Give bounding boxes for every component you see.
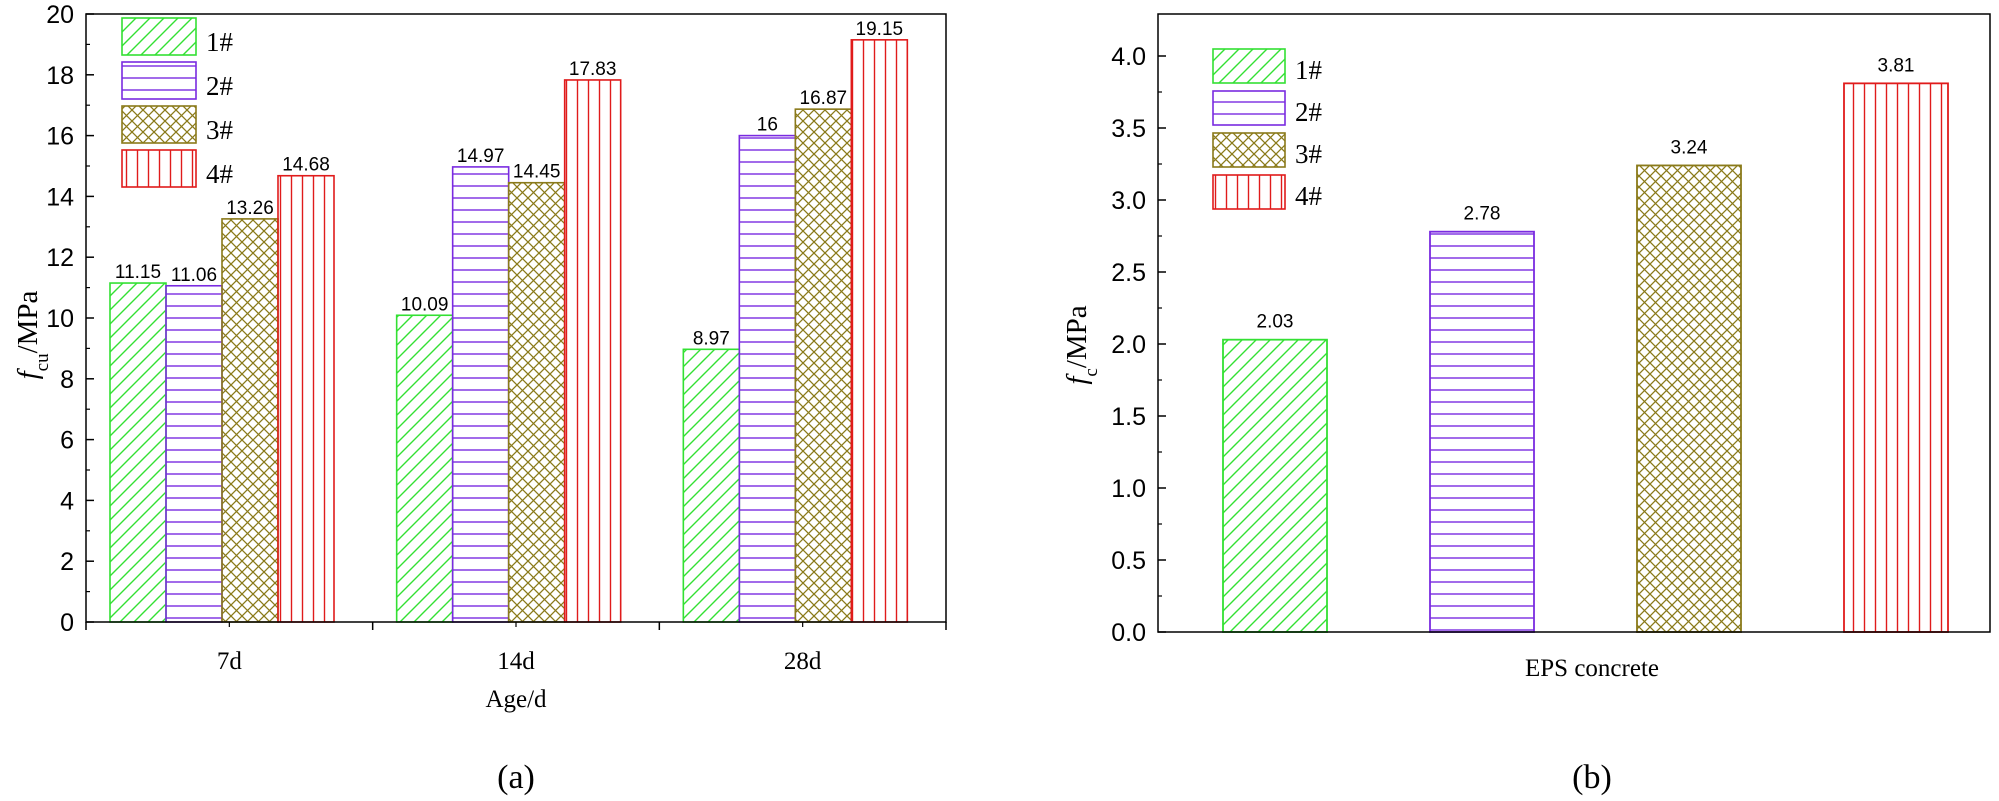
chart-b-y-tick-label: 2.5 xyxy=(1111,259,1146,287)
chart-a-plot-frame xyxy=(85,13,947,623)
chart-b-bar-2 xyxy=(1429,230,1535,633)
chart-a-data-label-7d-2: 11.06 xyxy=(171,265,217,286)
chart-b-legend-label-2: 2# xyxy=(1295,97,1323,127)
chart-b-legend-label-1: 1# xyxy=(1295,55,1323,85)
chart-a-x-tick-label-7d: 7d xyxy=(217,648,243,675)
chart-a-y-tick-label: 4 xyxy=(60,487,74,515)
chart-a-data-label-28d-2: 16 xyxy=(757,115,778,136)
chart-b-legend-label-3: 3# xyxy=(1295,139,1323,169)
chart-a-ylabel-sub: cu xyxy=(32,353,53,371)
chart-a-data-labels: 11.15 11.06 13.26 14.68 10.09 14.97 14.45 17.83… xyxy=(115,19,903,349)
chart-a-y-ticks: 0 2 4 6 8 10 12 14 16 18 20 xyxy=(46,1,94,637)
chart-a-x-ticks: 7d 14d 28d xyxy=(85,622,947,675)
chart-b-y-tick-label: 1.0 xyxy=(1111,475,1146,503)
chart-a-y-tick-label: 16 xyxy=(46,123,74,151)
chart-b-bar-3 xyxy=(1636,164,1742,633)
chart-b-y-tick-label: 2.0 xyxy=(1111,331,1146,359)
chart-a-bar-7d-1 xyxy=(109,282,167,623)
chart-a-x-tick-label-28d: 28d xyxy=(784,648,822,675)
chart-b-bar-4 xyxy=(1843,82,1949,633)
chart-a-legend-label-4: 4# xyxy=(206,159,234,189)
chart-b-legend: 1# 2# 3# 4# xyxy=(1212,48,1323,211)
chart-b-y-tick-label: 1.5 xyxy=(1111,403,1146,431)
chart-a-bar-7d-3 xyxy=(221,218,279,623)
chart-a-legend-label-3: 3# xyxy=(206,115,234,145)
chart-a-y-tick-label: 18 xyxy=(46,62,74,90)
chart-b-plot-frame xyxy=(1157,13,1991,633)
chart-a-data-label-14d-3: 14.45 xyxy=(513,162,561,183)
chart-a-legend-swatch-2 xyxy=(121,61,197,100)
chart-b-bars xyxy=(1222,82,1949,633)
chart-a-bar-14d-4 xyxy=(563,79,622,623)
panel-label-a: (a) xyxy=(497,759,535,796)
chart-a-data-label-28d-3: 16.87 xyxy=(800,88,848,109)
chart-a-bar-28d-1 xyxy=(682,348,741,623)
chart-a-data-label-28d-1: 8.97 xyxy=(693,328,730,349)
chart-a-y-tick-label: 2 xyxy=(60,548,74,576)
chart-b-legend-swatch-4 xyxy=(1212,174,1286,210)
chart-b-legend-swatch-3 xyxy=(1212,132,1286,168)
chart-b-data-labels: 2.03 2.78 3.24 3.81 xyxy=(1257,55,1915,332)
chart-a-bar-7d-4 xyxy=(277,174,335,623)
chart-a-bar-28d-2 xyxy=(738,134,797,623)
chart-a-legend: 1# 2# 3# 4# xyxy=(121,17,234,189)
chart-b-y-tick-label: 3.0 xyxy=(1111,187,1146,215)
chart-a-legend-label-2: 2# xyxy=(206,71,234,101)
panel-label-b: (b) xyxy=(1572,759,1612,796)
chart-b-legend-swatch-2 xyxy=(1212,90,1286,126)
chart-a-y-tick-label: 14 xyxy=(46,183,74,211)
chart-a-bar-28d-3 xyxy=(794,108,853,623)
chart-a-x-tick-label-14d: 14d xyxy=(497,648,535,675)
chart-a-y-tick-label: 20 xyxy=(46,1,74,29)
chart-a-data-label-28d-4: 19.15 xyxy=(856,19,904,40)
chart-a-y-axis-title: fcu/MPa xyxy=(12,290,53,379)
chart-b-legend-swatch-1 xyxy=(1212,48,1286,84)
chart-b: 2.03 2.78 3.24 3.81 0.0 0.5 1.0 1.5 2.0 2.5 3.0 3.… xyxy=(1061,13,1991,796)
chart-b-y-tick-label: 4.0 xyxy=(1111,43,1146,71)
chart-a-bar-28d-4 xyxy=(850,39,909,623)
chart-b-data-label-2: 2.78 xyxy=(1464,204,1501,225)
chart-b-data-label-4: 3.81 xyxy=(1878,55,1915,76)
chart-a-ylabel-unit: /MPa xyxy=(12,290,44,353)
chart-b-ylabel-sub: c xyxy=(1081,368,1102,376)
chart-b-legend-label-4: 4# xyxy=(1295,181,1323,211)
chart-a-legend-swatch-1 xyxy=(121,17,197,56)
chart-a-y-tick-label: 0 xyxy=(60,609,74,637)
chart-b-category-label: EPS concrete xyxy=(1525,655,1659,682)
chart-a-data-label-14d-1: 10.09 xyxy=(401,294,449,315)
chart-b-y-tick-label: 0.5 xyxy=(1111,547,1146,575)
chart-a-legend-swatch-3 xyxy=(121,105,197,144)
chart-a-y-tick-label: 8 xyxy=(60,366,74,394)
chart-a-data-label-7d-4: 14.68 xyxy=(282,155,330,176)
chart-a-data-label-14d-4: 17.83 xyxy=(569,59,617,80)
chart-b-y-axis-title: fc/MPa xyxy=(1061,305,1102,384)
chart-b-y-ticks: 0.0 0.5 1.0 1.5 2.0 2.5 3.0 3.5 4.0 xyxy=(1111,43,1166,647)
chart-a-y-tick-label: 6 xyxy=(60,427,74,455)
chart-a-bar-14d-1 xyxy=(395,314,454,623)
chart-a-bar-7d-2 xyxy=(165,284,223,623)
chart-a-legend-label-1: 1# xyxy=(206,27,234,57)
chart-a-y-tick-label: 10 xyxy=(46,305,74,333)
chart-a-data-label-14d-2: 14.97 xyxy=(457,146,505,167)
chart-a-x-axis-title: Age/d xyxy=(485,686,547,713)
chart-b-ylabel-unit: /MPa xyxy=(1061,305,1093,368)
chart-b-y-tick-label: 3.5 xyxy=(1111,115,1146,143)
chart-b-data-label-1: 2.03 xyxy=(1257,312,1294,333)
chart-a-data-label-7d-1: 11.15 xyxy=(115,262,161,283)
chart-b-y-tick-label: 0.0 xyxy=(1111,619,1146,647)
chart-b-bar-1 xyxy=(1222,338,1328,633)
chart-a-legend-swatch-4 xyxy=(121,149,197,188)
chart-a-bar-14d-2 xyxy=(451,166,510,623)
chart-a: 11.15 11.06 13.26 14.68 10.09 14.97 14.45 17.83… xyxy=(12,1,947,796)
chart-a-y-tick-label: 12 xyxy=(46,244,74,272)
chart-a-bar-14d-3 xyxy=(507,181,566,623)
chart-a-data-label-7d-3: 13.26 xyxy=(226,198,274,219)
chart-a-bars xyxy=(109,39,909,623)
chart-b-data-label-3: 3.24 xyxy=(1671,137,1708,158)
